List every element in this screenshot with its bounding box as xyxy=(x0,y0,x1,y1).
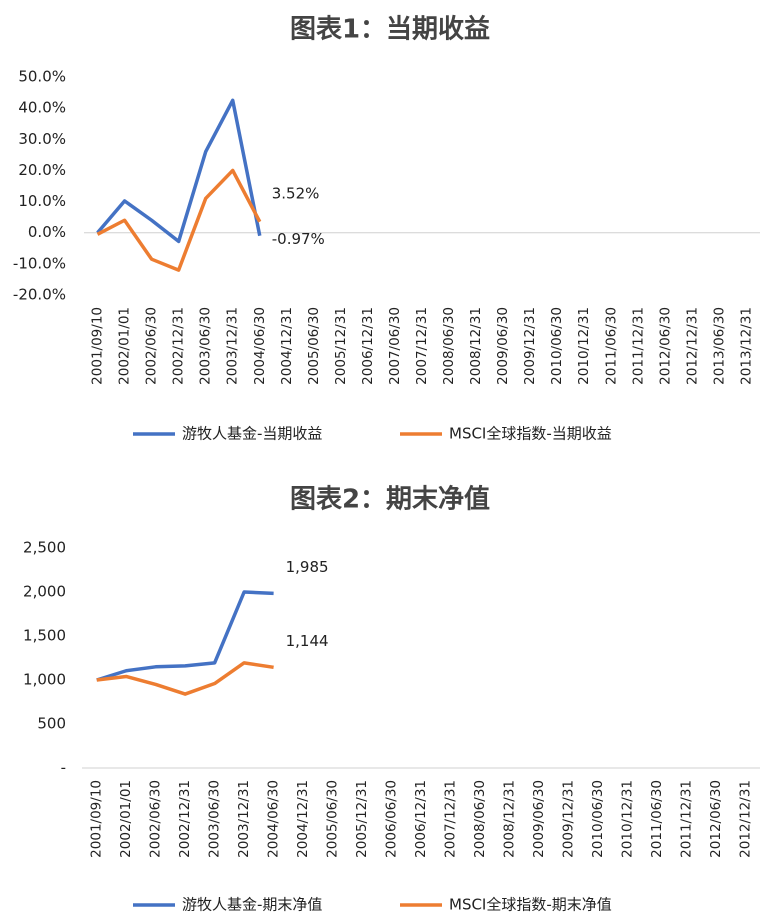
x-tick-label: 2009/12/31 xyxy=(522,307,538,385)
x-tick-label: 2013/12/31 xyxy=(738,307,754,385)
x-tick-label: 2005/06/30 xyxy=(325,780,341,858)
x-tick-label: 2002/01/01 xyxy=(117,307,133,385)
y-tick-label: 1,000 xyxy=(23,671,66,689)
y-tick-label: -10.0% xyxy=(13,254,66,272)
x-tick-label: 2004/06/30 xyxy=(266,780,282,858)
y-tick-label: 2,500 xyxy=(23,539,66,557)
x-tick-label: 2013/06/30 xyxy=(711,307,727,385)
chart-title: 图表2：期末净值 xyxy=(290,485,490,515)
x-tick-label: 2003/06/30 xyxy=(207,780,223,858)
legend-label: 游牧人基金-当期收益 xyxy=(182,425,322,443)
x-tick-label: 2002/06/30 xyxy=(148,780,164,858)
y-tick-label: 500 xyxy=(37,715,66,733)
x-tick-label: 2008/06/30 xyxy=(472,780,488,858)
x-tick-label: 2002/12/31 xyxy=(177,780,193,858)
x-tick-label: 2010/06/30 xyxy=(590,780,606,858)
x-tick-label: 2005/06/30 xyxy=(306,307,322,385)
y-tick-label: 10.0% xyxy=(18,192,66,210)
y-tick-label: 50.0% xyxy=(18,68,66,86)
x-tick-label: 2006/12/31 xyxy=(413,780,429,858)
y-tick-label: - xyxy=(61,759,66,777)
x-tick-label: 2006/12/31 xyxy=(360,307,376,385)
x-tick-label: 2002/01/01 xyxy=(118,780,134,858)
x-tick-label: 2011/12/31 xyxy=(678,780,694,858)
data-label: 1,985 xyxy=(286,558,329,576)
x-tick-label: 2004/12/31 xyxy=(295,780,311,858)
y-tick-label: 2,000 xyxy=(23,583,66,601)
series-line xyxy=(96,168,262,272)
x-tick-label: 2005/12/31 xyxy=(333,307,349,385)
x-tick-label: 2006/06/30 xyxy=(384,780,400,858)
x-tick-label: 2012/06/30 xyxy=(708,780,724,858)
x-tick-label: 2008/12/31 xyxy=(468,307,484,385)
x-tick-label: 2001/09/10 xyxy=(90,307,106,385)
x-tick-label: 2001/09/10 xyxy=(89,780,105,858)
x-tick-label: 2009/06/30 xyxy=(531,780,547,858)
x-tick-label: 2010/06/30 xyxy=(549,307,565,385)
x-tick-label: 2012/12/31 xyxy=(737,780,753,858)
x-tick-label: 2003/12/31 xyxy=(236,780,252,858)
y-tick-label: 20.0% xyxy=(18,161,66,179)
data-label: 3.52% xyxy=(272,184,320,202)
x-tick-label: 2008/06/30 xyxy=(441,307,457,385)
chart-title: 图表1：当期收益 xyxy=(290,15,490,45)
x-tick-label: 2012/12/31 xyxy=(684,307,700,385)
data-label: -0.97% xyxy=(272,230,325,248)
legend-label: 游牧人基金-期末净值 xyxy=(182,896,322,914)
x-tick-label: 2010/12/31 xyxy=(576,307,592,385)
legend-label: MSCI全球指数-当期收益 xyxy=(449,425,612,443)
x-tick-label: 2004/12/31 xyxy=(279,307,295,385)
y-tick-label: 30.0% xyxy=(18,130,66,148)
series-line xyxy=(96,661,274,696)
data-label: 1,144 xyxy=(286,632,329,650)
series-line xyxy=(96,590,274,682)
y-tick-label: 40.0% xyxy=(18,99,66,117)
x-tick-label: 2008/12/31 xyxy=(501,780,517,858)
x-tick-label: 2007/06/30 xyxy=(387,307,403,385)
series-line xyxy=(96,98,262,244)
x-tick-label: 2004/06/30 xyxy=(252,307,268,385)
x-tick-label: 2007/12/31 xyxy=(414,307,430,385)
y-tick-label: 0.0% xyxy=(28,223,66,241)
x-tick-label: 2005/12/31 xyxy=(354,780,370,858)
y-tick-label: 1,500 xyxy=(23,627,66,645)
legend-label: MSCI全球指数-期末净值 xyxy=(449,896,612,914)
x-tick-label: 2002/06/30 xyxy=(144,307,160,385)
x-tick-label: 2011/06/30 xyxy=(603,307,619,385)
x-tick-label: 2011/06/30 xyxy=(649,780,665,858)
x-tick-label: 2009/06/30 xyxy=(495,307,511,385)
x-tick-label: 2010/12/31 xyxy=(619,780,635,858)
x-tick-label: 2003/06/30 xyxy=(198,307,214,385)
x-tick-label: 2012/06/30 xyxy=(657,307,673,385)
x-tick-label: 2003/12/31 xyxy=(225,307,241,385)
y-tick-label: -20.0% xyxy=(13,286,66,304)
x-tick-label: 2009/12/31 xyxy=(560,780,576,858)
x-tick-label: 2007/12/31 xyxy=(442,780,458,858)
x-tick-label: 2011/12/31 xyxy=(630,307,646,385)
x-tick-label: 2002/12/31 xyxy=(171,307,187,385)
